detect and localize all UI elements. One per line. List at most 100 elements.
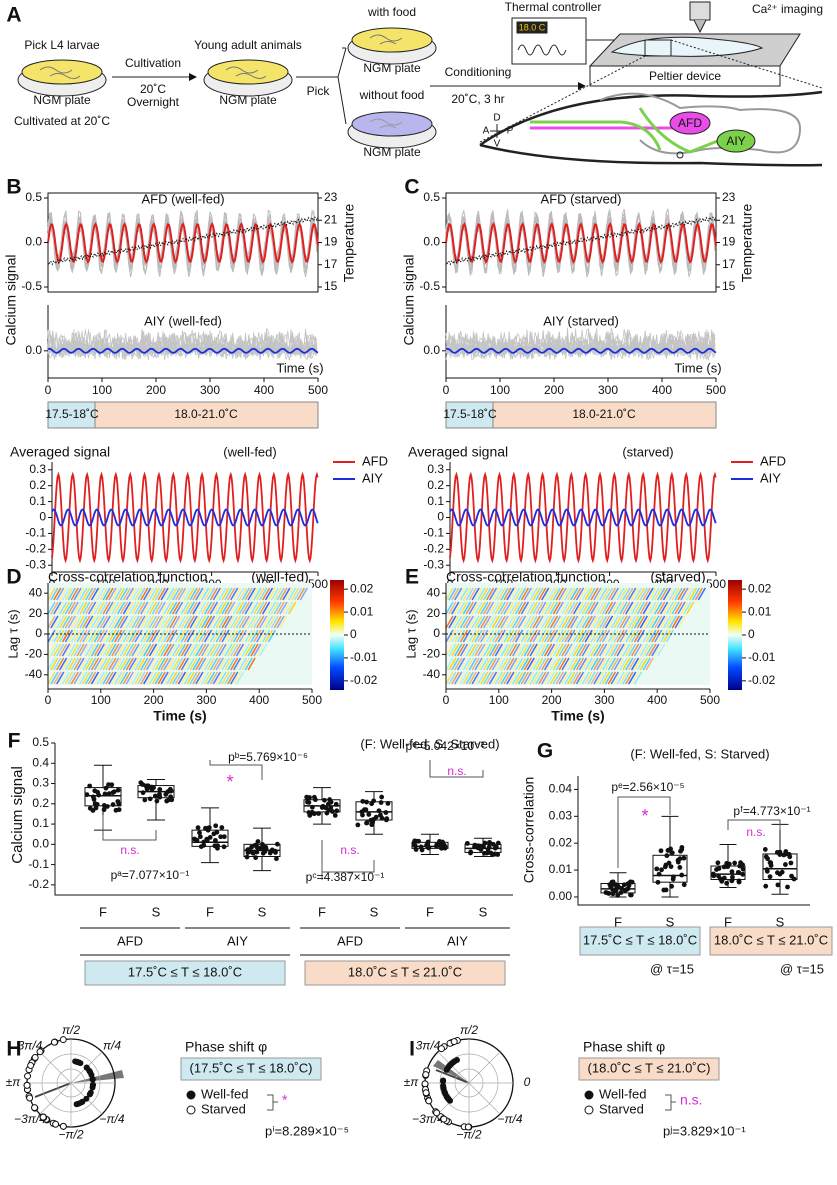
y-tick-label: 0.02 (549, 835, 573, 849)
x-tick-label: 0 (45, 383, 52, 397)
heatmap-streak (628, 587, 637, 601)
range-label: 17.5˚C ≤ T ≤ 18.0˚C (583, 932, 697, 947)
heatmap-streak (607, 601, 617, 615)
heatmap-streak (448, 601, 457, 615)
heatmap-streak (613, 629, 622, 643)
heatmap-streak (157, 643, 166, 657)
heatmap-streak (488, 629, 498, 643)
heatmap-streak (143, 601, 152, 615)
heatmap-streak (189, 671, 198, 685)
heatmap-streak (64, 587, 74, 601)
heatmap-streak (195, 587, 204, 601)
heatmap-streak (128, 601, 137, 615)
heatmap-streak (648, 601, 657, 615)
heatmap-streak (462, 671, 472, 685)
heatmap-streak (180, 657, 190, 671)
heatmap-streak (532, 601, 541, 615)
heatmap-streak (587, 629, 596, 643)
heatmap-streak (485, 601, 495, 615)
y-tick-label: -0.5 (21, 279, 42, 293)
heatmap-streak (76, 629, 85, 643)
heatmap-streak (87, 615, 97, 629)
heatmap-streak (87, 671, 97, 685)
heatmap-streak (468, 587, 477, 601)
heatmap-streak (195, 615, 204, 629)
heatmap-streak (584, 615, 593, 629)
data-point (716, 873, 721, 879)
heatmap-streak (131, 615, 140, 629)
panel-label: E (405, 566, 419, 589)
heatmap-streak (619, 643, 628, 657)
heatmap-streak (90, 671, 100, 685)
heatmap-streak (520, 657, 530, 671)
heatmap-streak (454, 671, 463, 685)
y2-tick-label: 15 (324, 279, 338, 293)
data-point (656, 871, 662, 877)
heatmap-streak (468, 629, 477, 643)
heatmap-streak (87, 601, 97, 615)
y-tick-label: 0 (437, 510, 444, 524)
data-point (252, 842, 258, 848)
heatmap-streak (514, 601, 524, 615)
legend-label: AFD (362, 453, 388, 468)
legend-marker (186, 1105, 196, 1115)
heatmap-streak (70, 587, 79, 601)
data-point (384, 816, 390, 822)
legend-label: Starved (201, 1101, 246, 1116)
heatmap-streak (154, 671, 163, 685)
heatmap-streak (67, 643, 76, 657)
heatmap-streak (189, 657, 198, 671)
y-tick-label: -40 (423, 667, 441, 681)
angle-label: 3π/4 (416, 1038, 441, 1052)
heatmap-streak (497, 615, 506, 629)
heatmap-streak (552, 629, 561, 643)
heatmap-streak (82, 657, 91, 671)
angle-label: −π/2 (456, 1127, 481, 1141)
heatmap-streak (215, 601, 224, 615)
y2-tick-label: 19 (324, 235, 338, 249)
heatmap-streak (549, 643, 559, 657)
heatmap-streak (53, 615, 62, 629)
heatmap-streak (230, 601, 239, 615)
heatmap-streak (128, 587, 137, 601)
panel-label: I (409, 1038, 415, 1061)
heatmap-streak (657, 601, 666, 615)
tau-label: @ τ=15 (780, 961, 824, 976)
heatmap-streak (256, 629, 265, 643)
y-tick-label: 0 (433, 626, 440, 640)
heatmap-streak (174, 657, 184, 671)
trace-mean (445, 222, 717, 264)
heatmap-streak (587, 615, 596, 629)
x-tick-label: 500 (706, 577, 726, 591)
data-point (203, 826, 208, 831)
heatmap-streak (523, 657, 532, 671)
heatmap-streak (630, 615, 640, 629)
heatmap-streak (616, 629, 625, 643)
heatmap-streak (157, 629, 166, 643)
heatmap-streak (96, 643, 105, 657)
heatmap-streak (253, 587, 262, 601)
heatmap-streak (195, 629, 204, 643)
heatmap-streak (218, 587, 227, 601)
data-point (658, 848, 664, 854)
heatmap-streak (636, 601, 646, 615)
heatmap-streak (575, 615, 585, 629)
heatmap-streak (541, 629, 550, 643)
heatmap-streak (114, 657, 123, 671)
heatmap-streak (143, 615, 152, 629)
significance: * (226, 772, 233, 792)
heatmap-streak (259, 587, 268, 601)
heatmap-streak (201, 657, 210, 671)
phase-point (87, 1090, 94, 1097)
heatmap-streak (578, 671, 588, 685)
heatmap-streak (241, 615, 250, 629)
heatmap-streak (73, 629, 82, 643)
heatmap-streak (630, 657, 640, 671)
heatmap-streak (111, 615, 120, 629)
data-point (434, 842, 440, 847)
heatmap-streak (601, 615, 611, 629)
heatmap-streak (555, 671, 564, 685)
heatmap-streak (172, 629, 181, 643)
heatmap-streak (169, 629, 178, 643)
heatmap-streak (154, 629, 163, 643)
